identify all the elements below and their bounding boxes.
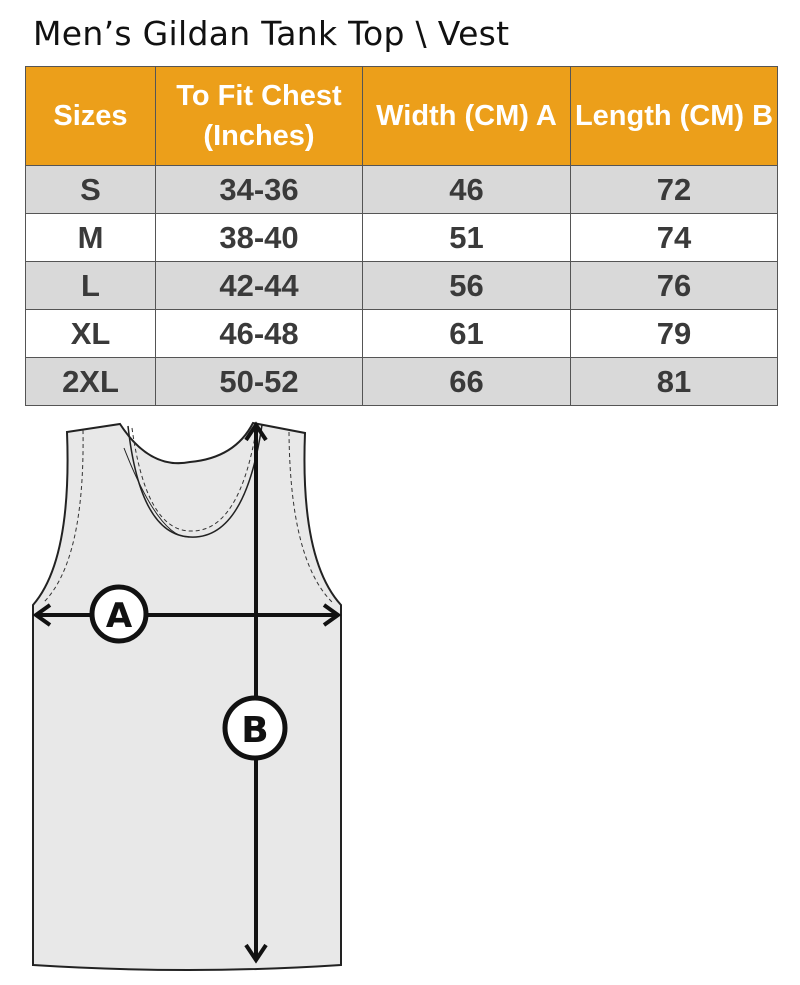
cell-size: S bbox=[25, 165, 156, 214]
header-length: Length (CM) B bbox=[570, 66, 778, 166]
page-title: Men’s Gildan Tank Top \ Vest bbox=[33, 14, 510, 53]
cell-chest: 42-44 bbox=[155, 261, 363, 310]
cell-chest: 46-48 bbox=[155, 309, 363, 358]
right-armhole-stitch bbox=[288, 431, 333, 603]
neck-stitch bbox=[131, 424, 258, 532]
label-a-badge: A bbox=[89, 584, 149, 644]
size-table: Sizes To Fit Chest (Inches) Width (CM) A… bbox=[25, 66, 778, 406]
cell-size: 2XL bbox=[25, 357, 156, 406]
cell-size: L bbox=[25, 261, 156, 310]
label-a: A bbox=[106, 596, 133, 636]
table-row: M 38-40 51 74 bbox=[25, 213, 778, 262]
cell-size: M bbox=[25, 213, 156, 262]
tank-top-outline bbox=[32, 421, 342, 971]
left-armhole-stitch bbox=[43, 429, 84, 603]
header-sizes: Sizes bbox=[25, 66, 156, 166]
cell-size: XL bbox=[25, 309, 156, 358]
table-header-row: Sizes To Fit Chest (Inches) Width (CM) A… bbox=[25, 66, 778, 166]
header-width: Width (CM) A bbox=[362, 66, 571, 166]
neck-inner bbox=[123, 447, 191, 538]
cell-length: 74 bbox=[570, 213, 778, 262]
cell-length: 79 bbox=[570, 309, 778, 358]
cell-width: 61 bbox=[362, 309, 571, 358]
table-row: 2XL 50-52 66 81 bbox=[25, 357, 778, 406]
width-arrow bbox=[32, 603, 342, 627]
cell-chest: 50-52 bbox=[155, 357, 363, 406]
label-b: B bbox=[241, 710, 268, 751]
cell-length: 76 bbox=[570, 261, 778, 310]
header-chest: To Fit Chest (Inches) bbox=[155, 66, 363, 166]
cell-width: 56 bbox=[362, 261, 571, 310]
cell-length: 72 bbox=[570, 165, 778, 214]
cell-width: 66 bbox=[362, 357, 571, 406]
label-b-badge: B bbox=[222, 695, 288, 761]
cell-length: 81 bbox=[570, 357, 778, 406]
length-arrow bbox=[244, 421, 268, 964]
cell-width: 46 bbox=[362, 165, 571, 214]
table-row: L 42-44 56 76 bbox=[25, 261, 778, 310]
cell-chest: 38-40 bbox=[155, 213, 363, 262]
table-row: XL 46-48 61 79 bbox=[25, 309, 778, 358]
